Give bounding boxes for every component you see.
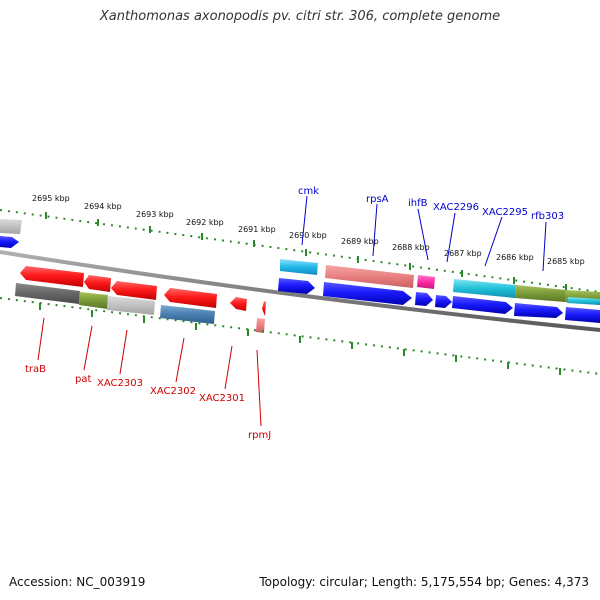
- gene-XAC2296-arrow-main: [452, 296, 513, 314]
- gene-label-XAC2301: XAC2301: [199, 393, 245, 404]
- inner-tick-ring: [0, 297, 600, 375]
- position-label: 2691 kbp: [238, 225, 276, 234]
- callout-rfb303: [542, 221, 547, 272]
- position-label: 2690 kbp: [289, 231, 327, 240]
- forward-gene-labels: cmk rpsA ihfB XAC2296 XAC2295 rfb303: [298, 186, 564, 222]
- gene-cmk-arrow: [278, 278, 315, 294]
- gene-XAC2302-arrow: [164, 288, 217, 308]
- gene-label-cmk: cmk: [298, 186, 319, 197]
- position-label: 2688 kbp: [392, 243, 430, 252]
- position-label: 2693 kbp: [136, 210, 174, 219]
- callout-pat: [83, 325, 93, 371]
- gene-traB-arrow: [20, 266, 84, 287]
- gene-label-XAC2303: XAC2303: [97, 378, 143, 389]
- topology-text: Topology: circular; Length: 5,175,554 bp…: [259, 575, 589, 589]
- gene-XAC2295-arrow: [514, 303, 563, 318]
- gene-label-traB: traB: [25, 364, 46, 375]
- gene-rpmJ-arrow: [262, 301, 266, 316]
- callout-rpmJ: [256, 349, 262, 427]
- gene-label-XAC2296: XAC2296: [433, 202, 479, 213]
- reverse-gene-labels: traB pat XAC2303 XAC2302 XAC2301 rpmJ: [25, 364, 271, 441]
- gene-XAC2303-arrow: [111, 281, 157, 300]
- gene-XAC2303-cog-bar: [107, 296, 155, 315]
- callout-XAC2296: [446, 212, 456, 263]
- gene-label-rpmJ: rpmJ: [248, 430, 271, 441]
- gene-ihfB-arrow: [415, 292, 433, 306]
- gene-partial-blue: [0, 236, 19, 248]
- gene-rfb303-cog-bar-lower: [567, 297, 600, 305]
- gene-rpsA-arrow: [323, 282, 412, 305]
- gene-XAC2296-arrow: [435, 295, 452, 308]
- gene-ihfB-cog-bar: [417, 275, 435, 289]
- forward-callouts: [301, 195, 547, 272]
- position-labels: 2695 kbp 2694 kbp 2693 kbp 2692 kbp 2691…: [32, 194, 585, 266]
- callout-XAC2295: [484, 216, 503, 267]
- position-label: 2689 kbp: [341, 237, 379, 246]
- outer-dotted-ring: [0, 209, 600, 293]
- outer-tick-ring: [0, 209, 600, 293]
- position-label: 2695 kbp: [32, 194, 70, 203]
- gene-XAC2301-arrow: [230, 297, 247, 311]
- gene-label-XAC2295: XAC2295: [482, 207, 528, 218]
- position-label: 2685 kbp: [547, 257, 585, 266]
- position-label: 2686 kbp: [496, 253, 534, 262]
- callout-XAC2303: [119, 329, 128, 375]
- map-title: Xanthomonas axonopodis pv. citri str. 30…: [99, 9, 501, 24]
- accession-text: Accession: NC_003919: [9, 575, 146, 589]
- gene-label-pat: pat: [75, 374, 91, 385]
- gene-XAC2295-cog-bar: [515, 285, 566, 302]
- callout-cmk: [301, 195, 308, 246]
- gene-traB-cog-bar: [15, 283, 80, 304]
- gene-pat-cog-bar: [79, 292, 108, 309]
- gene-rfb303-arrow: [565, 307, 600, 323]
- gene-XAC2302-cog-bar: [160, 305, 215, 324]
- feature-band: [0, 218, 600, 380]
- gene-rpsA-cog-bar: [325, 265, 414, 288]
- gene-label-rfb303: rfb303: [531, 211, 564, 222]
- gene-label-XAC2302: XAC2302: [150, 386, 196, 397]
- reverse-strand-genes: [15, 266, 266, 333]
- gene-partial-grey: [0, 219, 22, 234]
- callout-ihfB: [417, 208, 429, 261]
- gene-label-rpsA: rpsA: [366, 194, 389, 205]
- genome-backbone: [0, 250, 600, 332]
- position-label: 2692 kbp: [186, 218, 224, 227]
- gene-cmk-cog-bar: [280, 259, 318, 275]
- callout-XAC2301: [224, 345, 233, 390]
- callout-rpsA: [372, 203, 378, 257]
- callout-traB: [37, 317, 45, 361]
- callout-XAC2302: [175, 337, 185, 383]
- forward-strand-genes: [278, 259, 600, 323]
- gene-pat-arrow: [84, 275, 111, 292]
- position-label: 2694 kbp: [84, 202, 122, 211]
- gene-XAC2296-cog-bar: [453, 279, 516, 298]
- reverse-callouts: [37, 317, 262, 427]
- gene-rpmJ-cog-bar: [256, 318, 265, 333]
- position-label: 2687 kbp: [444, 249, 482, 258]
- gene-label-ihfB: ihfB: [408, 198, 428, 209]
